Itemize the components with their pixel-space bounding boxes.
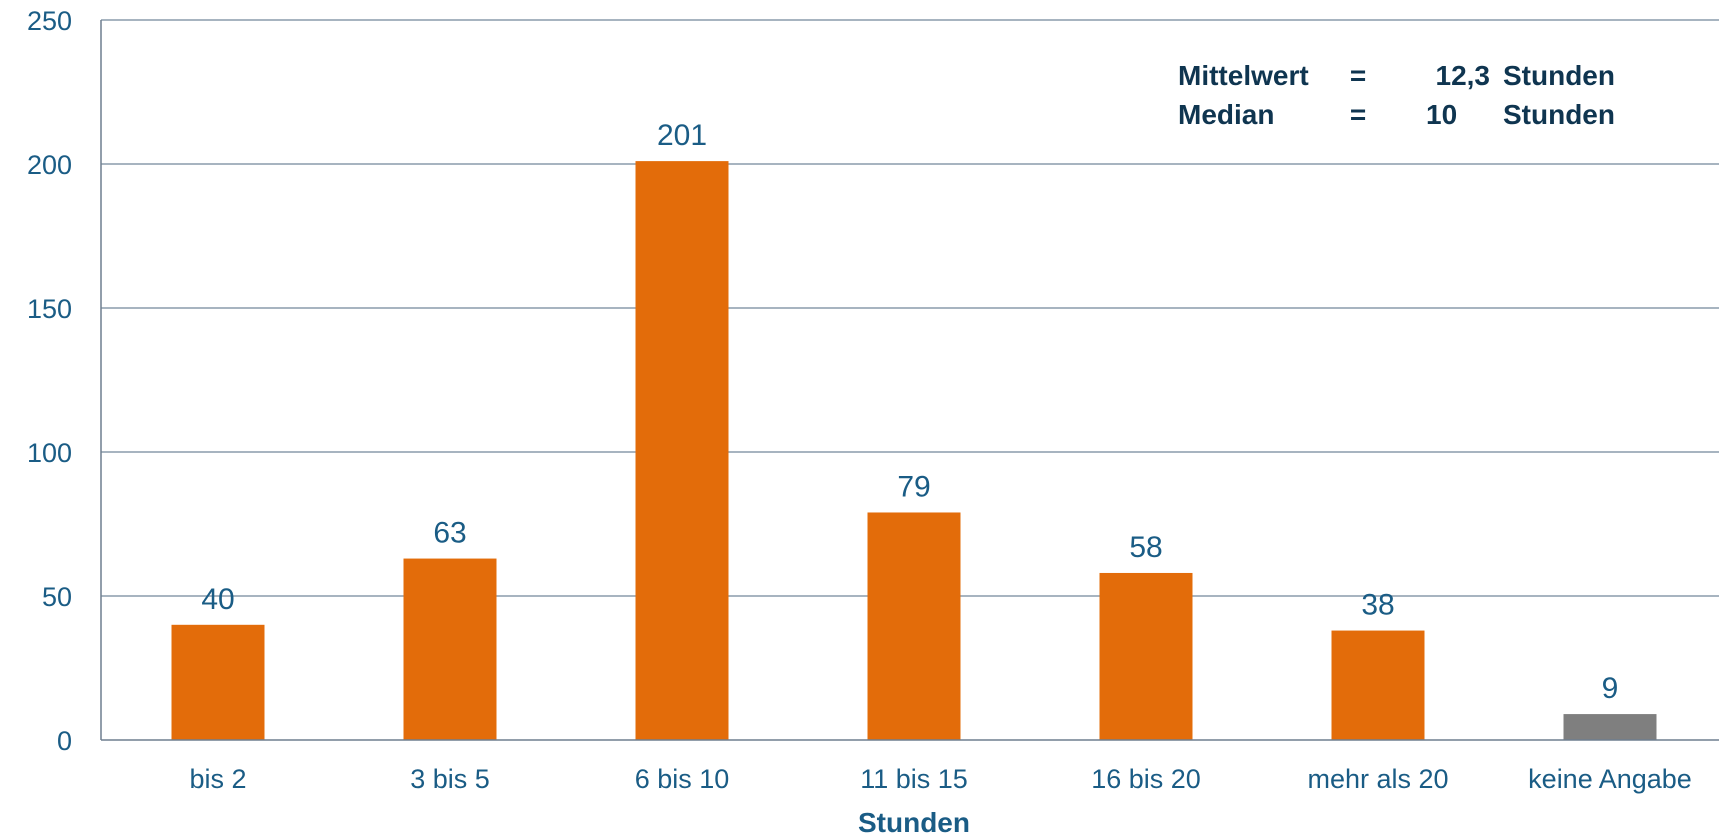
median-value: 10 [1426,99,1457,130]
data-label: 38 [1361,589,1394,622]
category-label: keine Angabe [1528,764,1692,794]
median-unit: Stunden [1503,99,1615,130]
mean-label: Mittelwert [1178,60,1309,91]
category-label: 6 bis 10 [635,764,730,794]
y-tick-label: 0 [57,726,72,756]
gridlines [101,19,1719,597]
data-labels: 40 63 201 79 58 38 9 [201,119,1618,705]
bar [171,624,265,740]
median-label: Median [1178,99,1274,130]
stats-box: Mittelwert = 12,3 Stunden Median = 10 St… [1178,60,1615,130]
bar [635,161,729,740]
y-tick-label: 100 [27,438,72,468]
bar [867,512,961,740]
y-tick-label: 200 [27,150,72,180]
bar [1331,630,1425,740]
bars [171,161,1657,740]
data-label: 63 [433,517,466,550]
data-label: 9 [1602,672,1619,705]
y-tick-label: 50 [42,582,72,612]
category-label: 16 bis 20 [1091,764,1201,794]
y-axis-ticks: 0 50 100 150 200 250 [27,6,72,756]
bar [1563,714,1657,740]
mean-unit: Stunden [1503,60,1615,91]
data-label: 58 [1129,531,1162,564]
data-label: 40 [201,583,234,616]
y-tick-label: 150 [27,294,72,324]
mean-value: 12,3 [1436,60,1491,91]
x-axis-title: Stunden [858,807,970,836]
category-label: bis 2 [189,764,246,794]
median-equals: = [1350,99,1366,130]
mean-equals: = [1350,60,1366,91]
category-label: mehr als 20 [1307,764,1448,794]
category-label: 3 bis 5 [410,764,490,794]
y-tick-label: 250 [27,6,72,36]
data-label: 201 [657,119,707,152]
bar [403,558,497,740]
data-label: 79 [897,470,930,503]
category-label: 11 bis 15 [860,764,968,794]
bar [1099,572,1193,740]
x-axis-categories: bis 2 3 bis 5 6 bis 10 11 bis 15 16 bis 20 me… [189,764,1691,794]
